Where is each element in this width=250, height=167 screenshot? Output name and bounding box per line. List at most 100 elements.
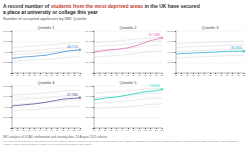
svg-text:16: 16 <box>132 74 135 77</box>
svg-text:19: 19 <box>67 74 70 77</box>
svg-text:73,576: 73,576 <box>149 84 160 88</box>
svg-text:16: 16 <box>50 129 53 132</box>
svg-text:21: 21 <box>79 74 82 77</box>
svg-text:10: 10 <box>98 129 101 132</box>
svg-text:09: 09 <box>11 129 14 132</box>
svg-text:80,000: 80,000 <box>85 30 93 33</box>
svg-text:17: 17 <box>138 74 141 77</box>
svg-text:20: 20 <box>73 129 76 132</box>
svg-text:Quintile 4: Quintile 4 <box>38 80 56 85</box>
svg-text:Quintile 2: Quintile 2 <box>120 25 138 30</box>
svg-text:17: 17 <box>138 129 141 132</box>
svg-text:16: 16 <box>132 129 135 132</box>
svg-text:20,000: 20,000 <box>85 61 93 64</box>
svg-text:13: 13 <box>33 74 36 77</box>
svg-text:Quintile 1: Quintile 1 <box>38 25 56 30</box>
svg-text:10: 10 <box>180 74 183 77</box>
svg-text:17: 17 <box>220 74 223 77</box>
svg-text:18: 18 <box>226 74 229 77</box>
svg-text:12: 12 <box>28 129 31 132</box>
svg-text:44,170: 44,170 <box>67 45 78 49</box>
svg-text:41,600: 41,600 <box>231 46 242 50</box>
svg-text:11: 11 <box>104 74 107 77</box>
svg-text:12: 12 <box>192 74 195 77</box>
svg-text:09: 09 <box>175 74 178 77</box>
svg-text:14: 14 <box>121 74 124 77</box>
svg-text:80,000: 80,000 <box>3 30 11 33</box>
svg-text:10: 10 <box>98 74 101 77</box>
svg-text:12: 12 <box>28 74 31 77</box>
svg-text:15: 15 <box>127 74 130 77</box>
svg-text:80,000: 80,000 <box>3 85 11 88</box>
svg-text:20: 20 <box>73 74 76 77</box>
svg-text:10: 10 <box>16 129 19 132</box>
svg-text:13: 13 <box>33 129 36 132</box>
svg-text:17: 17 <box>56 74 59 77</box>
svg-text:Quintile 5: Quintile 5 <box>120 80 138 85</box>
svg-text:19: 19 <box>149 129 152 132</box>
svg-text:60,000: 60,000 <box>85 95 93 98</box>
svg-text:Quintile 3: Quintile 3 <box>202 25 220 30</box>
svg-text:13: 13 <box>197 74 200 77</box>
svg-text:16: 16 <box>50 74 53 77</box>
svg-text:09: 09 <box>93 74 96 77</box>
svg-text:11: 11 <box>22 74 25 77</box>
svg-text:21: 21 <box>243 74 246 77</box>
svg-text:15: 15 <box>209 74 212 77</box>
svg-text:40,000: 40,000 <box>85 106 93 109</box>
svg-text:80,000: 80,000 <box>85 85 93 88</box>
svg-text:20: 20 <box>155 74 158 77</box>
svg-text:18: 18 <box>62 74 65 77</box>
svg-text:60,000: 60,000 <box>3 95 11 98</box>
svg-text:17: 17 <box>56 129 59 132</box>
svg-text:09: 09 <box>11 74 14 77</box>
svg-text:40,000: 40,000 <box>3 51 11 54</box>
svg-text:14: 14 <box>203 74 206 77</box>
svg-text:60,000: 60,000 <box>85 40 93 43</box>
svg-text:IMO analysis of UCAS confirmat: IMO analysis of UCAS confirmation and cl… <box>3 135 107 139</box>
svg-text:09: 09 <box>93 129 96 132</box>
svg-text:20,000: 20,000 <box>167 61 175 64</box>
svg-text:19: 19 <box>149 74 152 77</box>
svg-text:16: 16 <box>214 74 217 77</box>
svg-text:11: 11 <box>22 129 25 132</box>
svg-text:18: 18 <box>144 74 147 77</box>
svg-text:21: 21 <box>161 129 164 132</box>
svg-text:20,000: 20,000 <box>3 116 11 119</box>
svg-text:20,000: 20,000 <box>3 61 11 64</box>
svg-text:60,000: 60,000 <box>3 40 11 43</box>
svg-text:20: 20 <box>155 129 158 132</box>
svg-text:21: 21 <box>161 74 164 77</box>
svg-text:40,000: 40,000 <box>167 51 175 54</box>
svg-text:18: 18 <box>144 129 147 132</box>
svg-text:14: 14 <box>39 74 42 77</box>
svg-text:20: 20 <box>237 74 240 77</box>
svg-text:15: 15 <box>127 129 130 132</box>
svg-text:(Wales). These indices measure: (Wales). These indices measure relative … <box>3 143 92 146</box>
svg-text:19: 19 <box>231 74 234 77</box>
svg-text:15: 15 <box>45 129 48 132</box>
svg-text:67,188: 67,188 <box>149 33 160 37</box>
svg-text:21: 21 <box>79 129 82 132</box>
svg-text:19: 19 <box>67 129 70 132</box>
svg-text:11: 11 <box>104 129 107 132</box>
svg-text:57,780: 57,780 <box>67 93 78 97</box>
svg-text:14: 14 <box>39 129 42 132</box>
svg-text:11: 11 <box>186 74 189 77</box>
svg-text:20,000: 20,000 <box>85 116 93 119</box>
svg-text:12: 12 <box>110 129 113 132</box>
svg-text:80,000: 80,000 <box>167 30 175 33</box>
svg-text:13: 13 <box>115 74 118 77</box>
svg-text:10: 10 <box>16 74 19 77</box>
svg-text:40,000: 40,000 <box>85 51 93 54</box>
svg-text:12: 12 <box>110 74 113 77</box>
svg-text:a place at university or colle: a place at university or college this ye… <box>3 9 98 15</box>
svg-text:60,000: 60,000 <box>167 40 175 43</box>
svg-text:40,000: 40,000 <box>3 106 11 109</box>
svg-text:18: 18 <box>62 129 65 132</box>
svg-text:14: 14 <box>121 129 124 132</box>
svg-text:Number of accepted applicants: Number of accepted applicants by IMD Qui… <box>3 16 87 21</box>
svg-text:in the UK have secured: in the UK have secured <box>143 3 200 9</box>
svg-text:15: 15 <box>45 74 48 77</box>
svg-text:13: 13 <box>115 129 118 132</box>
